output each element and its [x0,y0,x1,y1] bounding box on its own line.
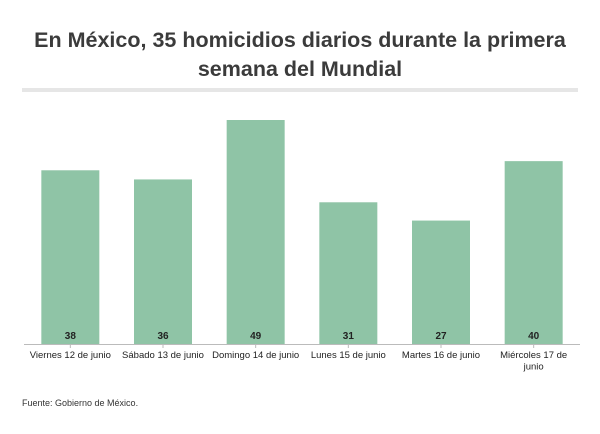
x-tick-label: Lunes 15 de junio [311,350,386,361]
title-divider [22,88,578,92]
bar [319,202,378,344]
bar [41,170,100,344]
value-labels: 38 36 49 31 27 40 [65,331,540,342]
x-tick-label: Martes 16 de junio [402,350,480,361]
value-label: 36 [157,331,169,342]
value-label: 38 [65,331,77,342]
bar [226,120,285,344]
value-label: 49 [250,331,262,342]
value-label: 27 [435,331,447,342]
x-tick-label: Sábado 13 de junio [122,350,204,361]
value-label: 31 [343,331,355,342]
source-note: Fuente: Gobierno de México. [22,398,139,408]
x-tick-label: Viernes 12 de junio [30,350,111,361]
x-tick-label: Domingo 14 de junio [212,350,299,361]
x-axis-labels: Viernes 12 de junio Sábado 13 de junio Dom… [30,350,567,373]
x-tick-label: Miércoles 17 de junio [500,350,567,373]
chart-title: En México, 35 homicidios diarios durante… [34,28,566,81]
bars-group [41,120,563,344]
bar [504,161,563,344]
value-label: 40 [528,331,540,342]
bar [412,220,470,344]
x-axis-ticks [69,344,535,348]
bar [134,179,192,344]
